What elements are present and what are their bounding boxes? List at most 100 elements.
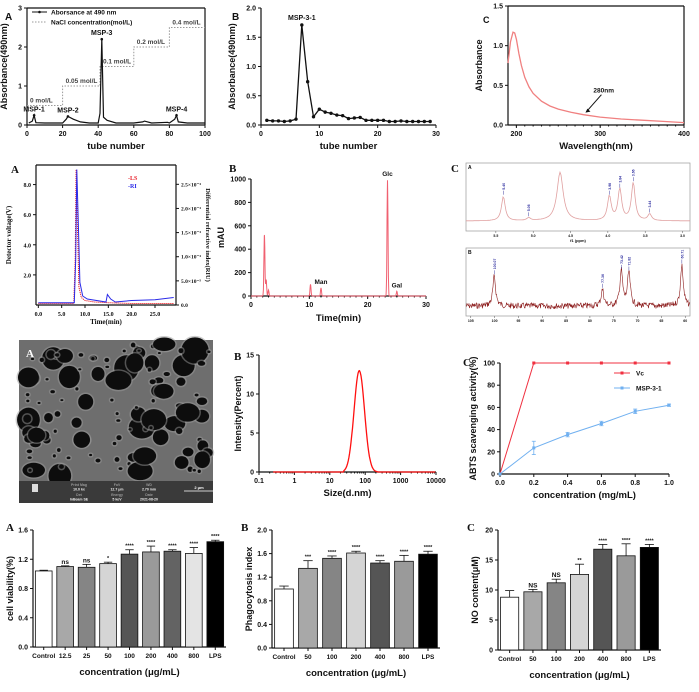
x-tick-label: 95 [516,319,520,323]
data-point [346,116,351,121]
significance-label: * [107,556,110,562]
pore [192,468,196,472]
y-tick-label: 100 [483,361,495,368]
x-tick-label: 10000 [426,478,446,485]
y-tick-label: 800 [234,200,246,207]
x-axis-label: concentration (mg/mL) [533,490,636,501]
pore [28,427,46,443]
scale-bar-label: 2 μm [194,485,204,490]
x-tick-label: 800 [621,656,632,663]
bar [34,570,53,648]
chart-hpgpc: 0.0 5.0 10.0 15.0 20.0 25.0 2.0 4.0 6.0 8.0 Time(m… [5,164,211,326]
peak-label: 77.36 [601,274,605,283]
peak-marker [175,113,178,117]
x-tick-label: 80 [166,131,174,138]
bar [370,562,390,649]
pore [60,399,64,402]
significance-label: **** [599,538,608,544]
bar [616,555,636,651]
significance-label: **** [400,549,409,555]
data-point [387,119,392,124]
x-axis-label: tube number [320,141,378,152]
data-point [311,115,316,119]
x-axis-label: Time(min) [90,318,122,326]
bar [142,551,160,648]
data-point [358,115,362,120]
nacl-step-label: 0 mol/L [30,98,53,105]
bar-chart-c: 0 5 10 15 20 concentration (μg/mL) NO content(… [467,522,661,681]
y-tick-label: 1.0 [493,43,503,50]
pore [130,342,136,348]
y-tick-label: 15 [246,353,254,360]
panel-letter: A [26,348,34,360]
data-point [667,403,671,407]
x-tick-label: 800 [399,654,410,661]
spectrum-line [465,263,691,310]
pore [207,350,211,354]
peak-label: Man [315,279,328,286]
significance-label: **** [125,544,134,550]
x-tick-label: 400 [597,656,608,663]
significance-label: ** [577,558,582,564]
x-tick-label: 100 [359,478,371,485]
x-tick-label: 100 [492,319,498,323]
bar-chart-b: 0.0 0.4 0.8 1.2 1.6 2.0 concentration (μg/mL) P… [241,522,440,679]
pore [26,399,30,403]
pore [118,467,123,470]
y2-tick-label: 1.5×10⁻⁴ [181,231,201,237]
x-tick-label: LPS [422,654,435,661]
peak-label: 3.98 [608,183,612,190]
y-tick-label: 0.0 [246,123,256,130]
annotation-label: 280nm [593,88,614,95]
x-tick-label: 100 [551,656,562,663]
panel-letter: A [6,522,14,534]
pore [28,468,32,472]
y-tick-label: 2.0 [246,6,256,13]
pore [57,448,61,452]
x-tick-label: LPS [643,656,656,663]
data-point [428,119,432,124]
bar [120,553,139,648]
x-axis-label: Size(d.nm) [323,488,371,499]
pore [152,429,169,446]
y-axis-label: NO content(μM) [470,556,480,624]
bar [163,550,182,648]
bar [500,596,520,651]
peak-label: 60.71 [680,250,684,259]
data-point [265,118,269,123]
bar [346,552,366,649]
sem-info-value: 2.70 mm [142,488,156,492]
pore [110,398,114,402]
significance-label: NS [552,572,562,579]
uv-curve [507,31,685,124]
data-point [329,111,333,116]
panel-letter: C [451,163,459,175]
x-tick-label: Control [32,653,55,660]
x-tick-label: 40 [94,131,102,138]
nacl-step-label: 0.2 mol/L [137,39,165,46]
panel-letter: B [241,522,249,534]
peak-label: 3.44 [648,201,652,208]
peak-label: Gal [392,282,403,289]
y-axis-label: Absorbance(490nm) [227,23,237,110]
x-tick-label: 3.0 [680,234,685,238]
y-tick-label: 2.0 [24,273,32,279]
pore [175,428,183,435]
pore [194,393,199,397]
pore [22,462,45,478]
series-line-ri [38,169,174,304]
peak-label: 5.40 [502,183,506,190]
x-tick-label: 65 [659,319,663,323]
peak-label: MSP-2 [57,107,79,114]
y-tick-label: 1.5 [246,35,256,42]
significance-label: **** [211,534,220,540]
chart-abts: 0.0 0.2 0.4 0.6 0.8 1.0 0 20 40 60 80 100 concentrat… [463,356,674,501]
pore [56,349,73,363]
y-tick-label: 20 [487,449,495,456]
peak-label: 5.06 [527,204,531,211]
peak-marker [32,113,36,117]
x-tick-label: 200 [511,131,523,138]
y-axis-label: ABTS scavenging activity(%) [468,356,478,480]
y-tick-label: 1.2 [257,575,267,582]
